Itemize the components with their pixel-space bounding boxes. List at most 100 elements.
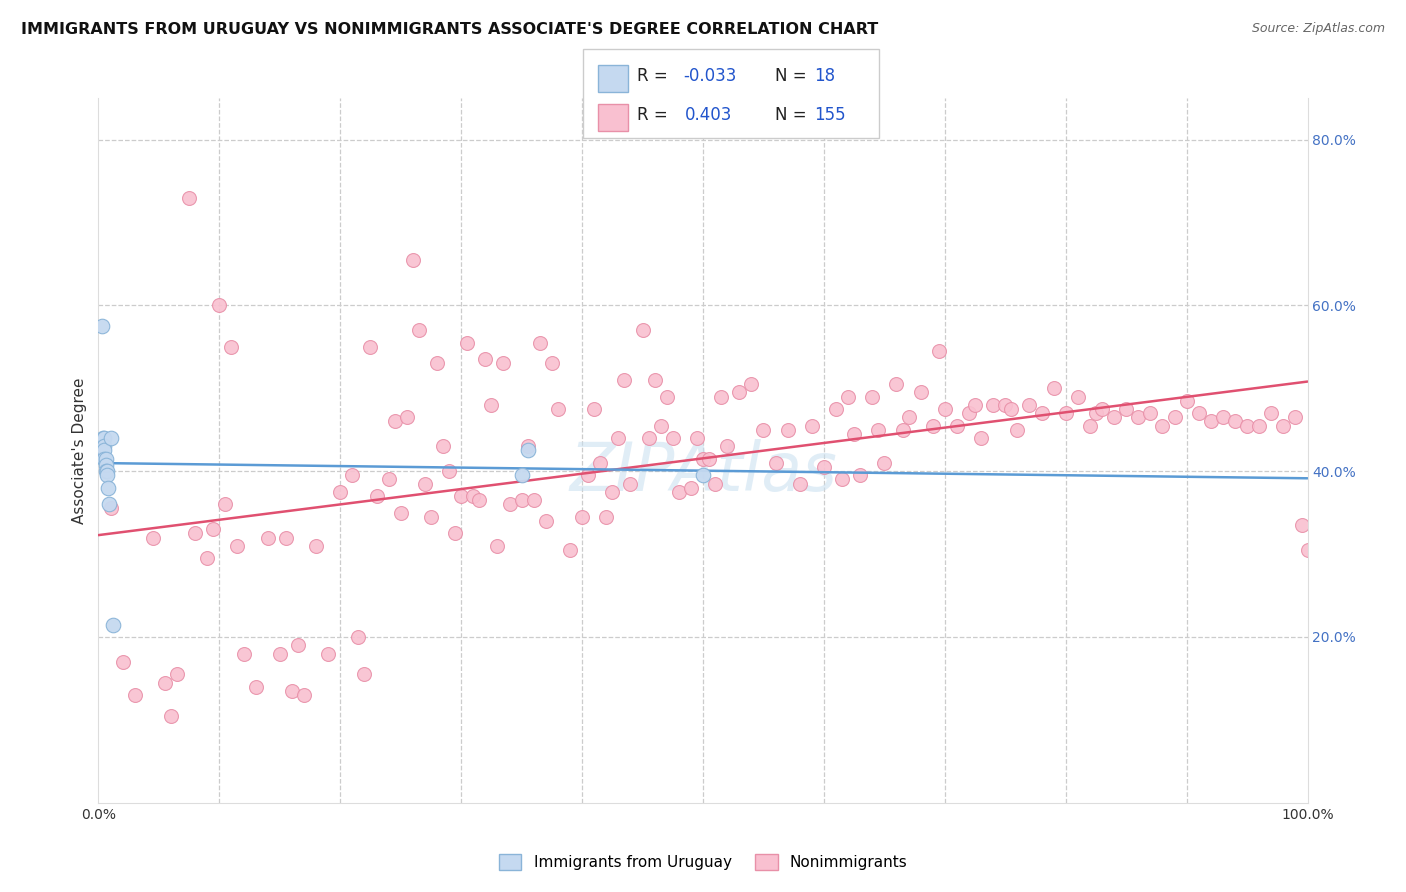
Point [269,647,291,661]
Point [93,431,115,445]
Point [179,191,201,205]
Point [1031,406,1053,420]
Point [91,319,114,334]
Point [1260,406,1282,420]
Point [529,335,551,350]
Point [679,481,702,495]
Point [860,390,883,404]
Point [208,298,231,312]
Text: N =: N = [775,106,811,124]
Point [195,551,218,566]
Point [1085,406,1108,420]
Text: Source: ZipAtlas.com: Source: ZipAtlas.com [1251,22,1385,36]
Point [595,509,617,524]
Point [837,390,859,404]
Point [510,468,533,483]
Point [94,458,117,472]
Point [704,476,727,491]
Point [97,481,120,495]
Point [389,506,412,520]
Point [868,423,890,437]
Point [474,352,496,367]
Text: IMMIGRANTS FROM URUGUAY VS NONIMMIGRANTS ASSOCIATE'S DEGREE CORRELATION CHART: IMMIGRANTS FROM URUGUAY VS NONIMMIGRANTS… [21,22,879,37]
Point [619,476,641,491]
Point [93,443,115,458]
Text: ZIPAtlas: ZIPAtlas [569,439,837,505]
Point [111,655,134,669]
Point [437,464,460,478]
Point [166,667,188,681]
Point [353,667,375,681]
Point [516,439,538,453]
Point [426,356,449,370]
Point [710,390,733,404]
Point [831,473,853,487]
Point [1284,410,1306,425]
Point [377,473,399,487]
Point [96,464,118,478]
Point [256,531,278,545]
Point [510,493,533,508]
Point [1175,393,1198,408]
Point [184,526,207,541]
Point [571,509,593,524]
Point [1152,418,1174,433]
Point [1296,543,1319,558]
Point [226,539,249,553]
Point [825,402,848,417]
Point [981,398,1004,412]
Point [202,522,225,536]
Point [153,675,176,690]
Point [402,252,425,267]
Point [142,531,165,545]
Legend: Immigrants from Uruguay, Nonimmigrants: Immigrants from Uruguay, Nonimmigrants [492,848,914,876]
Point [891,423,914,437]
Point [96,468,118,483]
Point [1163,410,1185,425]
Point [583,402,606,417]
Text: -0.033: -0.033 [683,67,737,85]
Point [516,443,538,458]
Point [408,323,430,337]
Point [281,684,304,698]
Point [994,398,1017,412]
Point [1102,410,1125,425]
Text: R =: R = [637,67,673,85]
Point [813,460,835,475]
Point [934,402,956,417]
Point [686,431,709,445]
Point [965,398,987,412]
Point [1007,423,1029,437]
Point [100,501,122,516]
Point [94,451,117,466]
Point [540,356,562,370]
Y-axis label: Associate's Degree: Associate's Degree [72,377,87,524]
Point [93,439,115,453]
Point [1249,418,1271,433]
Point [124,688,146,702]
Point [1000,402,1022,417]
Point [160,708,183,723]
Point [910,385,932,400]
Point [444,526,467,541]
Point [94,464,117,478]
Point [366,489,388,503]
Point [589,456,612,470]
Point [607,431,630,445]
Point [1018,398,1040,412]
Point [697,451,720,466]
Point [534,514,557,528]
Point [1054,406,1077,420]
Point [413,476,436,491]
Point [668,484,690,499]
Text: 18: 18 [814,67,835,85]
Point [873,456,896,470]
Point [395,410,418,425]
Point [91,431,114,445]
Point [1212,410,1234,425]
Point [928,343,950,358]
Point [329,484,352,499]
Point [456,335,478,350]
Point [957,406,980,420]
Point [692,468,714,483]
